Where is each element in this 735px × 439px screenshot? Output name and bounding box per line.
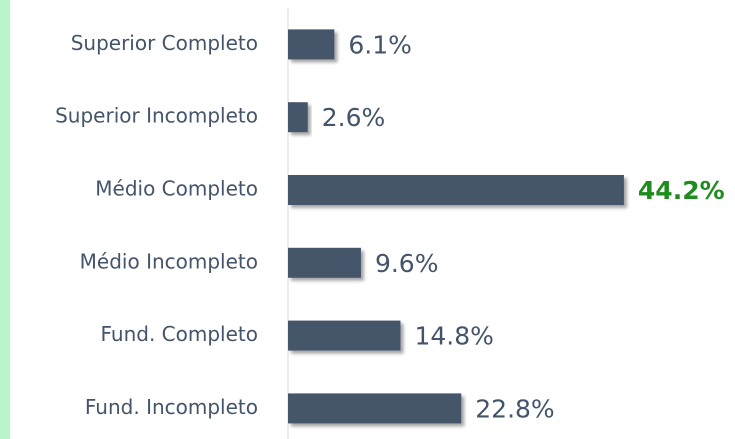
value-label: 6.1% xyxy=(348,30,412,59)
bar xyxy=(288,29,335,60)
bar xyxy=(288,320,401,351)
category-label: Médio Completo xyxy=(95,177,258,201)
side-strip xyxy=(0,0,10,439)
bar xyxy=(288,175,624,205)
bar xyxy=(288,102,308,133)
category-label: Fund. Completo xyxy=(101,322,259,346)
bar xyxy=(288,393,462,424)
value-label: 14.8% xyxy=(414,322,493,351)
bar xyxy=(288,247,361,278)
category-label: Superior Completo xyxy=(71,31,258,55)
value-label: 22.8% xyxy=(475,394,554,423)
category-label: Superior Incompleto xyxy=(55,104,258,128)
category-label: Fund. Incompleto xyxy=(85,395,258,419)
value-label: 44.2% xyxy=(638,176,725,205)
value-label: 2.6% xyxy=(322,103,386,132)
value-label: 9.6% xyxy=(375,249,439,278)
category-label: Médio Incompleto xyxy=(80,249,258,273)
